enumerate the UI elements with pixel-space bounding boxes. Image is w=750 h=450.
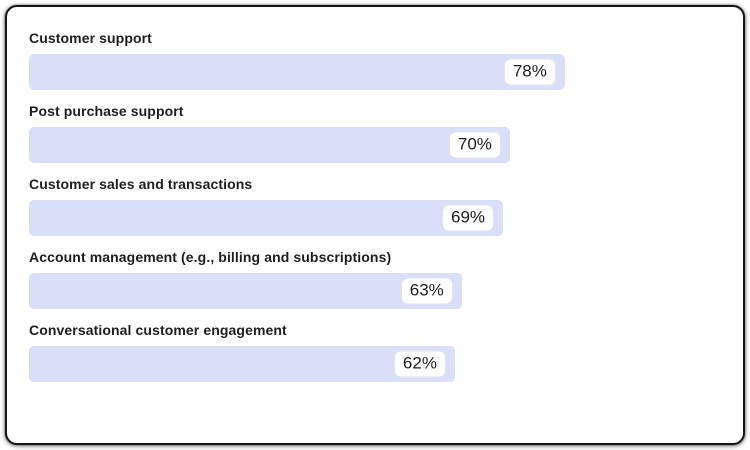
bar-row: Customer support 78% bbox=[29, 31, 716, 90]
bar-conversational-customer-engagement: 62% bbox=[29, 346, 455, 382]
bar-row: Conversational customer engagement 62% bbox=[29, 323, 716, 382]
bar-category-label: Customer sales and transactions bbox=[29, 176, 253, 192]
bar-track: 78% bbox=[29, 54, 716, 90]
bar-track: 70% bbox=[29, 127, 716, 163]
bar-value-badge: 63% bbox=[400, 277, 453, 305]
horizontal-bar-chart: Customer support 78% Post purchase suppo… bbox=[29, 31, 716, 396]
chart-card: Customer support 78% Post purchase suppo… bbox=[5, 5, 745, 445]
bar-row: Customer sales and transactions 69% bbox=[29, 177, 716, 236]
bar-value-badge: 78% bbox=[503, 58, 556, 86]
bar-row: Account management (e.g., billing and su… bbox=[29, 250, 716, 309]
bar-value-badge: 62% bbox=[393, 350, 446, 378]
bar-row: Post purchase support 70% bbox=[29, 104, 716, 163]
bar-post-purchase-support: 70% bbox=[29, 127, 510, 163]
bar-value-badge: 69% bbox=[441, 204, 495, 232]
bar-customer-support: 78% bbox=[29, 54, 565, 90]
bar-account-management: 63% bbox=[29, 273, 462, 309]
bar-category-label: Account management (e.g., billing and su… bbox=[29, 249, 392, 265]
bar-track: 63% bbox=[29, 273, 716, 309]
bar-category-label: Conversational customer engagement bbox=[29, 322, 287, 338]
bar-customer-sales-and-transactions: 69% bbox=[29, 200, 504, 236]
bar-track: 62% bbox=[29, 346, 716, 382]
bar-value-badge: 70% bbox=[448, 131, 501, 159]
bar-category-label: Customer support bbox=[29, 30, 152, 46]
bar-track: 69% bbox=[29, 200, 716, 236]
bar-category-label: Post purchase support bbox=[29, 103, 184, 119]
